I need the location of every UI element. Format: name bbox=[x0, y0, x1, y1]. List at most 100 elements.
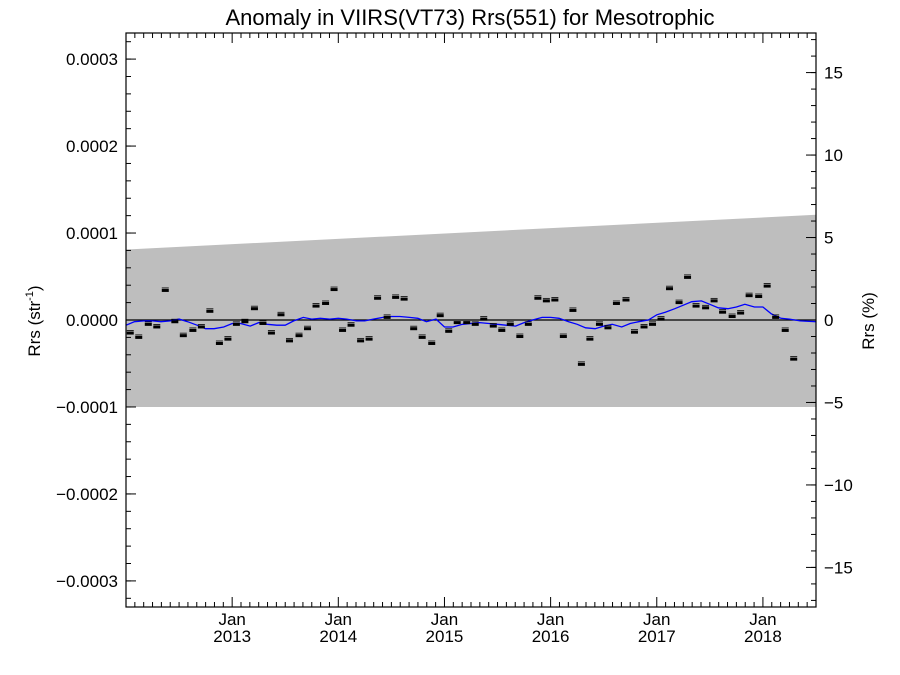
anomaly-point-marker bbox=[418, 335, 426, 339]
anomaly-point bbox=[144, 321, 152, 326]
anomaly-point-marker bbox=[347, 323, 355, 327]
anomaly-point bbox=[330, 286, 338, 292]
anomaly-point-marker bbox=[445, 329, 453, 333]
anomaly-point bbox=[392, 294, 400, 299]
right-y-tick-label: −10 bbox=[824, 476, 853, 495]
left-y-tick-label: 0.0001 bbox=[66, 224, 118, 243]
anomaly-point-marker bbox=[480, 317, 488, 321]
anomaly-point bbox=[471, 321, 479, 326]
anomaly-point bbox=[559, 333, 567, 339]
x-tick-label-year: 2015 bbox=[426, 627, 464, 646]
anomaly-point-marker bbox=[498, 328, 506, 332]
anomaly-point-marker bbox=[728, 315, 736, 319]
anomaly-point-marker bbox=[241, 320, 249, 324]
anomaly-point bbox=[719, 309, 727, 314]
anomaly-point bbox=[224, 336, 232, 341]
anomaly-point bbox=[312, 303, 320, 308]
anomaly-point-marker bbox=[144, 322, 152, 326]
anomaly-point bbox=[304, 325, 312, 331]
anomaly-point-marker bbox=[383, 315, 391, 319]
anomaly-point bbox=[463, 319, 471, 325]
anomaly-point bbox=[781, 327, 789, 332]
anomaly-point bbox=[675, 299, 683, 305]
x-tick-label-month: Jan bbox=[218, 610, 245, 629]
anomaly-point-marker bbox=[453, 321, 461, 325]
anomaly-point-marker bbox=[702, 306, 710, 310]
anomaly-point bbox=[365, 336, 373, 341]
anomaly-point bbox=[710, 297, 718, 303]
anomaly-point-marker bbox=[719, 310, 727, 314]
anomaly-point-marker bbox=[586, 337, 594, 341]
anomaly-point bbox=[436, 312, 444, 318]
anomaly-point bbox=[339, 327, 347, 332]
anomaly-point-marker bbox=[684, 275, 692, 279]
left-y-axis: 0.0003 0.0002 0.0001 0.0000 −0.0001 −0.0002 −0… bbox=[56, 41, 136, 599]
x-tick-label-year: 2018 bbox=[744, 627, 782, 646]
anomaly-point-marker bbox=[392, 295, 400, 299]
x-axis: Jan2013Jan2014Jan2015Jan2016Jan2017Jan20… bbox=[134, 33, 817, 646]
anomaly-point-marker bbox=[471, 322, 479, 326]
anomaly-point-marker bbox=[542, 299, 550, 303]
x-tick-label-year: 2014 bbox=[319, 627, 357, 646]
anomaly-point bbox=[428, 340, 436, 345]
anomaly-point bbox=[622, 297, 630, 302]
anomaly-point bbox=[684, 274, 692, 279]
anomaly-point-marker bbox=[436, 314, 444, 318]
anomaly-point bbox=[232, 321, 240, 326]
right-y-tick-label: 0 bbox=[824, 311, 833, 330]
anomaly-point bbox=[630, 329, 638, 334]
anomaly-point bbox=[692, 303, 700, 308]
anomaly-point bbox=[551, 297, 559, 302]
anomaly-point-marker bbox=[463, 321, 471, 325]
x-tick-label-month: Jan bbox=[643, 610, 670, 629]
x-tick-label-year: 2016 bbox=[532, 627, 570, 646]
anomaly-point-marker bbox=[551, 298, 559, 302]
right-y-tick-label: 10 bbox=[824, 146, 843, 165]
anomaly-point-marker bbox=[569, 308, 577, 312]
anomaly-point-marker bbox=[524, 322, 532, 326]
anomaly-point bbox=[374, 295, 382, 300]
x-tick-label-month: Jan bbox=[325, 610, 352, 629]
anomaly-point-marker bbox=[745, 294, 753, 298]
anomaly-point-marker bbox=[277, 313, 285, 317]
anomaly-point bbox=[666, 285, 674, 291]
anomaly-point bbox=[534, 295, 542, 300]
anomaly-point-marker bbox=[755, 295, 763, 299]
anomaly-point-marker bbox=[126, 331, 134, 335]
anomaly-point-marker bbox=[322, 301, 330, 305]
anomaly-point bbox=[772, 314, 780, 319]
anomaly-point-marker bbox=[534, 296, 542, 300]
anomaly-point bbox=[126, 330, 134, 335]
anomaly-point-marker bbox=[516, 335, 524, 339]
anomaly-point-marker bbox=[215, 341, 223, 345]
anomaly-point-marker bbox=[612, 301, 620, 305]
x-tick-label-month: Jan bbox=[431, 610, 458, 629]
right-y-tick-label: −5 bbox=[824, 393, 843, 412]
anomaly-point bbox=[153, 324, 161, 329]
anomaly-point-marker bbox=[559, 335, 567, 339]
anomaly-point-marker bbox=[206, 309, 214, 313]
anomaly-point bbox=[604, 324, 612, 330]
anomaly-point bbox=[277, 311, 285, 317]
x-tick-label-month: Jan bbox=[537, 610, 564, 629]
anomaly-point bbox=[612, 300, 620, 305]
left-y-axis-label-sup: -1 bbox=[24, 291, 36, 301]
anomaly-point bbox=[569, 307, 577, 312]
right-y-tick-label: −15 bbox=[824, 558, 853, 577]
x-tick-label-month: Jan bbox=[749, 610, 776, 629]
anomaly-point-marker bbox=[604, 326, 612, 330]
anomaly-point-marker bbox=[640, 325, 648, 329]
anomaly-point-marker bbox=[649, 322, 657, 326]
anomaly-point bbox=[418, 334, 426, 339]
anomaly-point-marker bbox=[365, 337, 373, 341]
anomaly-point bbox=[542, 297, 550, 303]
anomaly-point-marker bbox=[357, 339, 365, 343]
right-y-axis-label: Rrs (%) bbox=[859, 292, 878, 350]
anomaly-point bbox=[357, 337, 365, 343]
anomaly-point bbox=[489, 323, 497, 328]
anomaly-point bbox=[135, 334, 143, 339]
right-y-tick-label: 15 bbox=[824, 64, 843, 83]
anomaly-point bbox=[445, 328, 453, 333]
anomaly-point-marker bbox=[763, 284, 771, 288]
anomaly-point bbox=[595, 321, 603, 326]
